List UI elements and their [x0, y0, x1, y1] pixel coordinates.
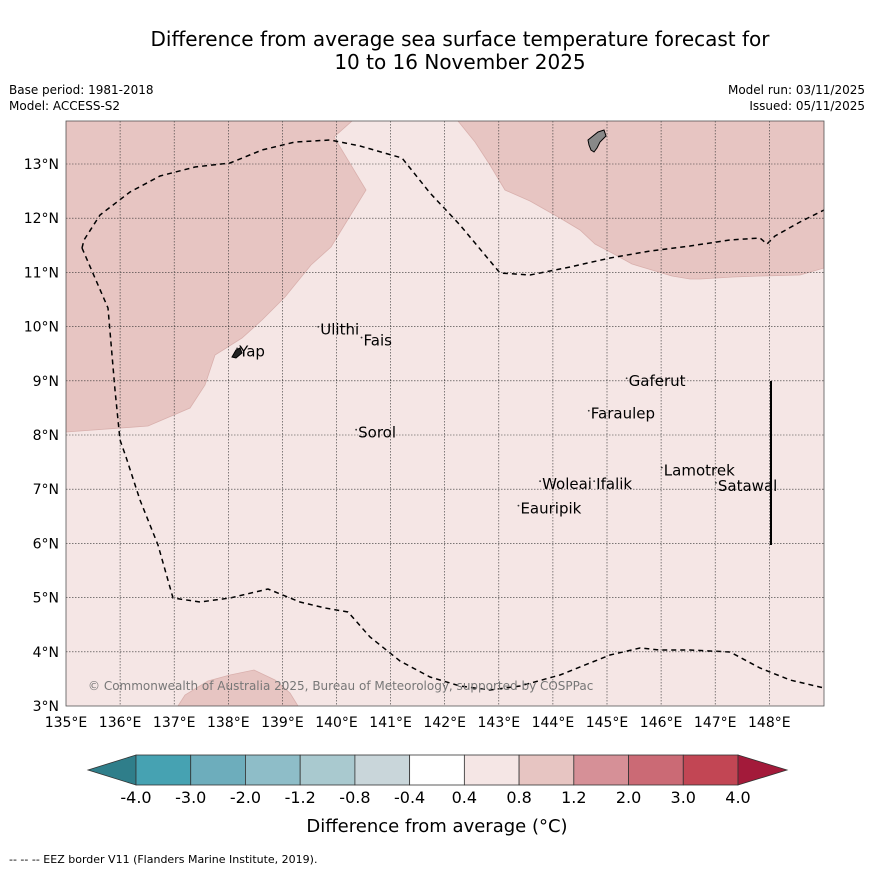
map-frame	[65, 120, 825, 707]
colorbar-tick-label: 0.8	[506, 788, 531, 807]
colorbar-segment	[135, 754, 192, 786]
colorbar-extend-high	[737, 754, 789, 786]
base-period: Base period: 1981-2018	[9, 83, 154, 97]
lon-tick-label: 142°E	[423, 715, 466, 731]
place-label: Ulithi	[320, 321, 359, 339]
colorbar-segment	[354, 754, 411, 786]
colorbar-segment	[299, 754, 356, 786]
colorbar-tick-label: -1.2	[285, 788, 316, 807]
colorbar-segment	[409, 754, 465, 786]
lon-tick-label: 145°E	[586, 715, 629, 731]
colorbar-segment	[628, 754, 684, 786]
lon-tick-label: 144°E	[532, 715, 575, 731]
lon-tick-label: 146°E	[640, 715, 683, 731]
issued-date: Issued: 05/11/2025	[749, 99, 865, 113]
island-shape-yap	[231, 347, 243, 359]
lon-tick-label: 137°E	[153, 715, 196, 731]
place-label: Eauripik	[520, 500, 581, 518]
lat-tick-label: 5°N	[33, 591, 59, 607]
title-line-1: Difference from average sea surface temp…	[150, 27, 770, 51]
lat-tick-label: 11°N	[24, 265, 59, 281]
anomaly-region-northeast	[457, 121, 824, 280]
map-title: Difference from average sea surface temp…	[0, 28, 873, 74]
colorbar: -4.0 -3.0 -2.0 -1.2 -0.8 -0.4 0.4 0.8 1.2 2.0 3.0 4…	[86, 754, 789, 807]
place-label: Satawal	[718, 477, 777, 495]
colorbar-tick-label: 4.0	[725, 788, 750, 807]
title-line-2: 10 to 16 November 2025	[334, 50, 586, 74]
colorbar-segment	[518, 754, 575, 786]
lat-tick-label: 13°N	[24, 157, 59, 173]
colorbar-segment	[190, 754, 246, 786]
colorbar-tick-label: -2.0	[230, 788, 261, 807]
eez-footnote: -- -- -- EEZ border V11 (Flanders Marine…	[9, 853, 318, 866]
island-shape-north	[587, 129, 607, 153]
anomaly-region-west	[66, 121, 367, 433]
latitude-ticks: 3°N 4°N 5°N 6°N 7°N 8°N 9°N 10°N 11°N 12°N 13°N	[24, 157, 59, 715]
model-name: Model: ACCESS-S2	[9, 99, 121, 113]
place-labels: Yap Ulithi Fais Gaferut Faraulep Sorol Woleai I…	[236, 321, 777, 518]
place-marker	[236, 347, 239, 350]
place-marker	[593, 480, 596, 483]
lat-tick-label: 4°N	[33, 645, 59, 661]
lat-tick-label: 3°N	[33, 699, 59, 715]
place-marker	[360, 336, 363, 339]
lon-tick-label: 136°E	[99, 715, 142, 731]
place-marker	[317, 325, 320, 328]
gridlines	[66, 121, 824, 706]
place-label: Lamotrek	[664, 462, 735, 480]
lon-tick-label: 143°E	[478, 715, 521, 731]
meta-right: Model run: 03/11/2025 Issued: 05/11/2025	[728, 82, 865, 114]
lon-tick-label: 135°E	[45, 715, 88, 731]
place-label: Yap	[238, 342, 265, 360]
meta-left: Base period: 1981-2018 Model: ACCESS-S2	[9, 82, 154, 114]
place-marker	[355, 428, 358, 431]
lon-tick-label: 140°E	[315, 715, 358, 731]
lon-tick-label: 138°E	[207, 715, 250, 731]
colorbar-tick-label: 1.2	[561, 788, 586, 807]
lon-tick-label: 139°E	[261, 715, 304, 731]
colorbar-segment	[245, 754, 301, 786]
colorbar-segment	[463, 754, 520, 786]
copyright-text: © Commonwealth of Australia 2025, Bureau…	[88, 679, 593, 693]
model-run: Model run: 03/11/2025	[727, 83, 865, 97]
place-marker	[539, 480, 541, 483]
place-label: Fais	[364, 332, 393, 350]
colorbar-segment	[682, 754, 739, 786]
colorbar-title: Difference from average (°C)	[306, 816, 567, 837]
place-marker	[587, 409, 590, 412]
place-marker	[625, 377, 628, 380]
lat-tick-label: 6°N	[33, 536, 59, 552]
place-label: Gaferut	[629, 372, 686, 390]
lat-tick-label: 12°N	[24, 211, 59, 227]
colorbar-segment	[573, 754, 629, 786]
lat-tick-label: 7°N	[33, 482, 59, 498]
anomaly-region-south	[177, 669, 299, 706]
lat-tick-label: 8°N	[33, 428, 59, 444]
place-marker	[715, 481, 717, 484]
colorbar-extend-low	[86, 754, 137, 786]
lat-tick-label: 10°N	[24, 320, 59, 336]
colorbar-tick-label: 0.4	[452, 788, 477, 807]
colorbar-tick-label: 3.0	[671, 788, 696, 807]
lat-tick-label: 9°N	[33, 374, 59, 390]
colorbar-tick-label: -3.0	[175, 788, 206, 807]
colorbar-tick-label: 2.0	[616, 788, 641, 807]
place-label: Faraulep	[591, 405, 655, 423]
colorbar-tick-label: -0.4	[394, 788, 425, 807]
longitude-ticks: 135°E 136°E 137°E 138°E 139°E 140°E 141°E 142°E…	[45, 715, 791, 731]
place-marker	[517, 504, 520, 507]
place-label: Ifalik	[596, 475, 632, 493]
place-label: Woleai	[542, 475, 592, 493]
place-marker	[660, 466, 663, 469]
lon-tick-label: 141°E	[369, 715, 412, 731]
lon-tick-label: 148°E	[748, 715, 791, 731]
lon-tick-label: 147°E	[694, 715, 737, 731]
colorbar-tick-label: -0.8	[339, 788, 370, 807]
place-label: Sorol	[358, 424, 396, 442]
colorbar-tick-label: -4.0	[120, 788, 151, 807]
